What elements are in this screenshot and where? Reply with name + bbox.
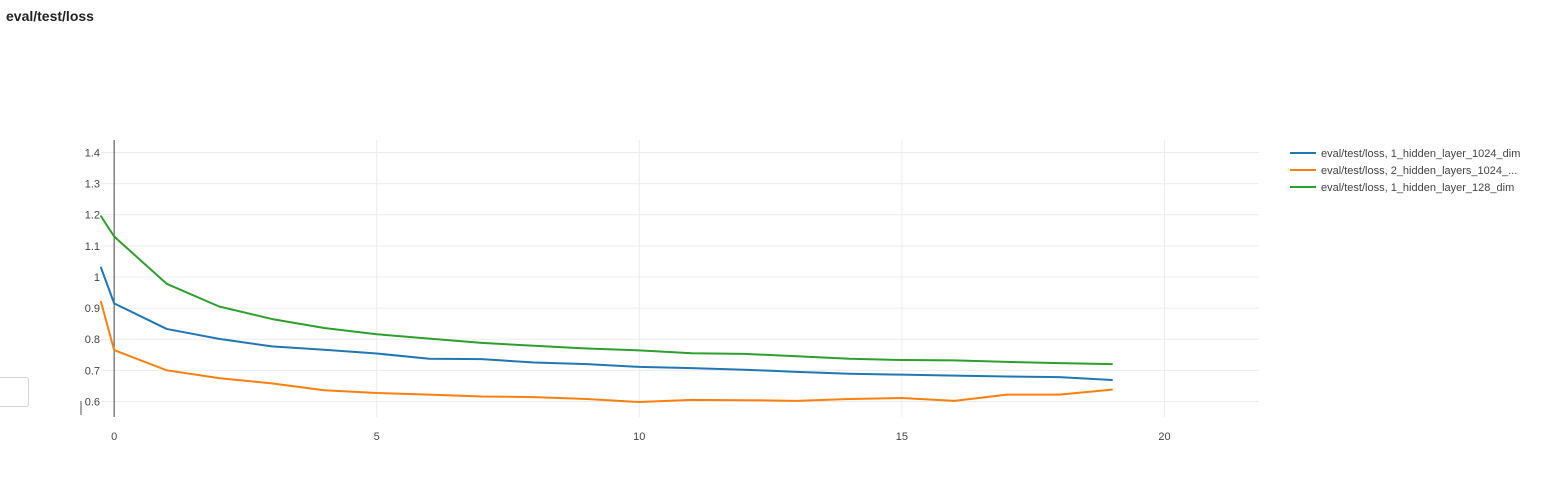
x-tick-label: 20 bbox=[1158, 431, 1170, 443]
legend-label: eval/test/loss, 1_hidden_layer_128_dim bbox=[1321, 182, 1514, 194]
y-tick-label: 1.4 bbox=[85, 147, 100, 159]
y-tick-label: 0.9 bbox=[85, 303, 100, 315]
y-tick-label: 0.8 bbox=[85, 334, 100, 346]
series-line-1[interactable] bbox=[100, 266, 1113, 381]
side-panel-toggle[interactable] bbox=[0, 377, 29, 407]
legend[interactable]: eval/test/loss, 1_hidden_layer_1024_dime… bbox=[1290, 148, 1520, 194]
gridlines bbox=[101, 140, 1259, 417]
x-tick-label: 15 bbox=[896, 431, 908, 443]
series-line-3[interactable] bbox=[100, 215, 1113, 366]
series-lines[interactable] bbox=[100, 215, 1113, 404]
series-line-2[interactable] bbox=[100, 300, 1113, 404]
legend-item[interactable]: eval/test/loss, 1_hidden_layer_1024_dim bbox=[1290, 148, 1520, 160]
y-tick-label: 1 bbox=[94, 272, 100, 284]
y-tick-label: 0.7 bbox=[85, 365, 100, 377]
x-tick-label: 5 bbox=[374, 431, 380, 443]
y-tick-label: 1.1 bbox=[85, 241, 100, 253]
y-tick-label: 1.3 bbox=[85, 179, 100, 191]
legend-label: eval/test/loss, 2_hidden_layers_1024_... bbox=[1321, 165, 1517, 177]
legend-label: eval/test/loss, 1_hidden_layer_1024_dim bbox=[1321, 148, 1520, 160]
y-tick-label: 0.6 bbox=[85, 396, 100, 408]
y-tick-label: 1.2 bbox=[85, 210, 100, 222]
legend-item[interactable]: eval/test/loss, 1_hidden_layer_128_dim bbox=[1290, 182, 1514, 194]
x-tick-label: 0 bbox=[111, 431, 117, 443]
chart-title: eval/test/loss bbox=[6, 8, 94, 24]
legend-item[interactable]: eval/test/loss, 2_hidden_layers_1024_... bbox=[1290, 165, 1517, 177]
axes: 0.6 0.7 0.8 0.9 1 1.1 1.2 1.3 1.4 0 5 10 15 20 bbox=[80, 140, 1171, 443]
x-tick-label: 10 bbox=[633, 431, 645, 443]
